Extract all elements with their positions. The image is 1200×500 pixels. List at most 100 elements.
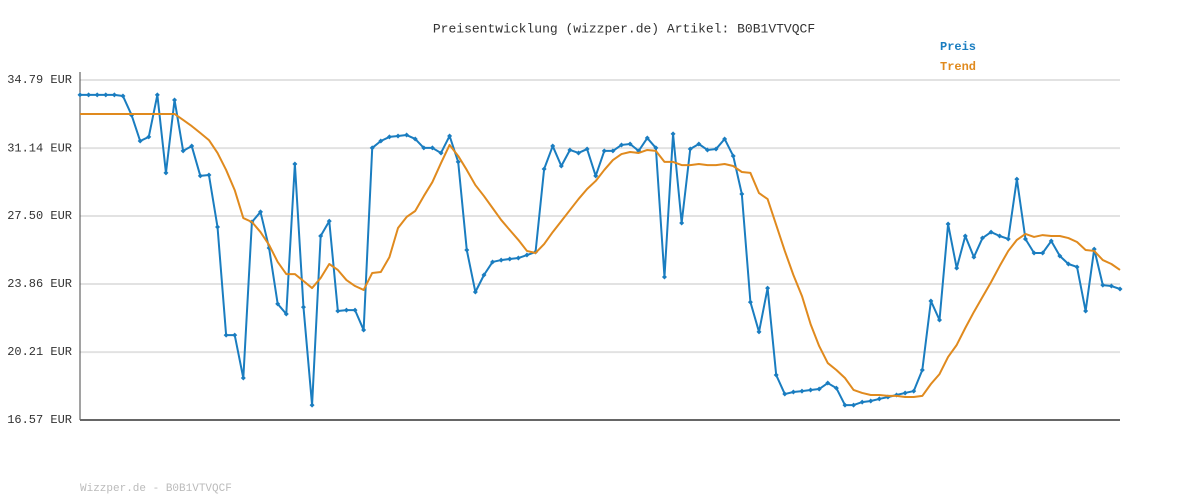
point [94, 92, 100, 98]
point [421, 145, 427, 151]
point [361, 327, 367, 333]
point [386, 134, 392, 140]
point [868, 398, 874, 404]
point [825, 380, 831, 386]
point [1022, 236, 1028, 242]
point [584, 146, 590, 152]
point [593, 173, 599, 179]
point [730, 153, 736, 159]
point [653, 145, 659, 151]
point [490, 259, 496, 265]
point [962, 233, 968, 239]
point [318, 233, 324, 239]
point [790, 389, 796, 395]
point [378, 138, 384, 144]
point [988, 229, 994, 235]
point [498, 257, 504, 263]
point [369, 145, 375, 151]
point [326, 218, 332, 224]
point [77, 92, 83, 98]
point [343, 307, 349, 313]
point [464, 247, 470, 253]
point [576, 150, 582, 156]
point [876, 396, 882, 402]
point [275, 301, 281, 307]
point [1040, 250, 1046, 256]
point [197, 173, 203, 179]
y-tick-label: 23.86 EUR [7, 277, 72, 291]
point [567, 147, 573, 153]
point [429, 145, 435, 151]
point [300, 304, 306, 310]
point [704, 147, 710, 153]
point [189, 143, 195, 149]
point [163, 170, 169, 176]
point [541, 166, 547, 172]
point [679, 220, 685, 226]
point [154, 92, 160, 98]
point [137, 138, 143, 144]
point [1005, 236, 1011, 242]
point [1083, 308, 1089, 314]
point [232, 332, 238, 338]
point [550, 143, 556, 149]
point [765, 285, 771, 291]
point [911, 388, 917, 394]
point [120, 93, 126, 99]
point [103, 92, 109, 98]
point [558, 163, 564, 169]
point [1057, 253, 1063, 259]
point [902, 390, 908, 396]
point [851, 402, 857, 408]
point [1108, 283, 1114, 289]
footer: Wizzper.de - B0B1VTVQCF [80, 483, 232, 495]
point [447, 133, 453, 139]
point [833, 385, 839, 391]
point [661, 274, 667, 280]
point [1117, 286, 1123, 292]
point [524, 252, 530, 258]
point [842, 402, 848, 408]
legend-entry: Preis [940, 40, 976, 54]
point [215, 224, 221, 230]
point [644, 135, 650, 141]
point [438, 150, 444, 156]
point [971, 254, 977, 260]
point [352, 307, 358, 313]
point [722, 136, 728, 142]
point [808, 387, 814, 393]
point [937, 317, 943, 323]
point [111, 92, 117, 98]
point [773, 372, 779, 378]
point [610, 148, 616, 154]
point [481, 272, 487, 278]
point [747, 299, 753, 305]
point [86, 92, 92, 98]
point [919, 367, 925, 373]
point [172, 97, 178, 103]
point [395, 133, 401, 139]
point [1014, 176, 1020, 182]
y-tick-label: 34.79 EUR [7, 73, 72, 87]
point [1100, 282, 1106, 288]
point [223, 332, 229, 338]
point [859, 399, 865, 405]
point [1031, 250, 1037, 256]
point [782, 391, 788, 397]
legend-entry: Trend [940, 60, 976, 74]
point [816, 386, 822, 392]
point [472, 289, 478, 295]
point [412, 136, 418, 142]
y-tick-label: 20.21 EUR [7, 345, 72, 359]
point [696, 141, 702, 147]
point [309, 402, 315, 408]
point [1074, 264, 1080, 270]
point [180, 148, 186, 154]
point [455, 159, 461, 165]
point [601, 148, 607, 154]
point [997, 233, 1003, 239]
point [739, 191, 745, 197]
point [627, 141, 633, 147]
point [283, 311, 289, 317]
